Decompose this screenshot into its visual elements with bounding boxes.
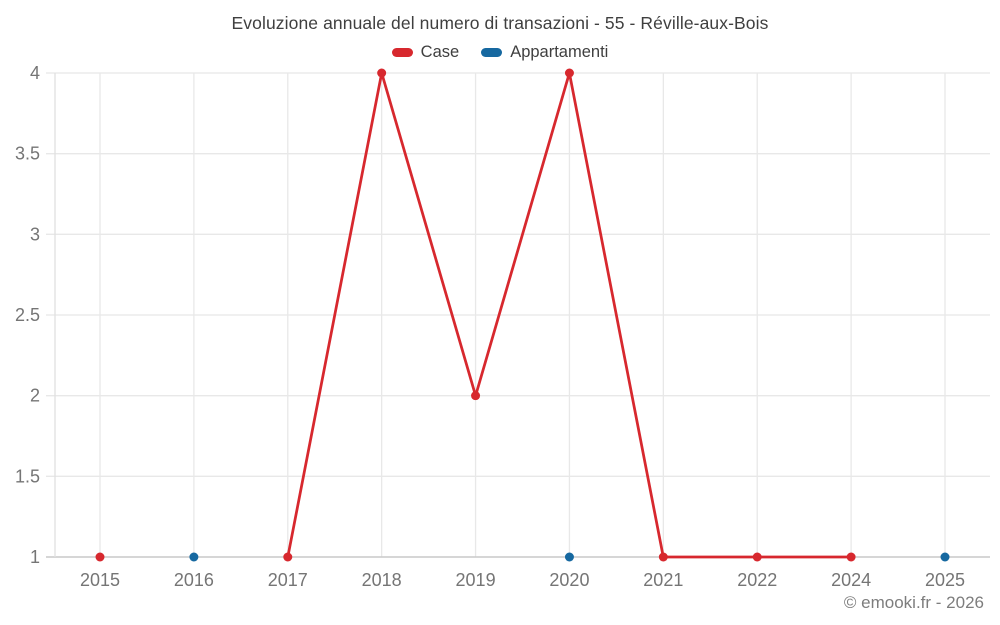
x-tick-label-2020: 2020 [549,570,589,590]
legend-label-case: Case [420,43,460,61]
case-point-2017 [283,552,293,562]
legend-item-case[interactable]: Case [391,43,460,62]
case-point-2024 [846,552,856,562]
appartamenti-point-2025 [940,552,950,562]
legend: Case Appartamenti [0,43,1000,62]
case-point-2018 [377,68,387,78]
x-tick-label-2019: 2019 [456,570,496,590]
case-point-2015 [95,552,105,562]
legend-label-appartamenti: Appartamenti [510,43,609,61]
legend-item-appartamenti[interactable]: Appartamenti [481,43,608,62]
y-tick-label-1.5: 1.5 [15,466,40,486]
x-tick-label-2021: 2021 [643,570,683,590]
y-tick-label-2: 2 [30,386,40,406]
chart-title: Evoluzione annuale del numero di transaz… [231,13,769,33]
x-tick-label-2017: 2017 [268,570,308,590]
appartamenti-point-2020 [564,552,574,562]
appartamenti-series-swatch-icon [481,48,503,57]
y-tick-label-3.5: 3.5 [15,144,40,164]
case-point-2022 [752,552,762,562]
x-tick-label-2022: 2022 [737,570,777,590]
x-tick-label-2016: 2016 [174,570,214,590]
y-tick-label-1: 1 [30,547,40,567]
x-tick-label-2018: 2018 [362,570,402,590]
y-tick-label-4: 4 [30,63,40,83]
appartamenti-point-2016 [189,552,199,562]
x-tick-label-2024: 2024 [831,570,871,590]
y-tick-label-2.5: 2.5 [15,305,40,325]
case-point-2021 [658,552,668,562]
case-point-2020 [564,68,574,78]
x-tick-label-2015: 2015 [80,570,120,590]
case-series-swatch-icon [391,48,413,57]
case-point-2019 [471,391,481,401]
copyright-text: © emooki.fr - 2026 [843,593,984,612]
y-tick-label-3: 3 [30,224,40,244]
x-tick-label-2025: 2025 [925,570,965,590]
